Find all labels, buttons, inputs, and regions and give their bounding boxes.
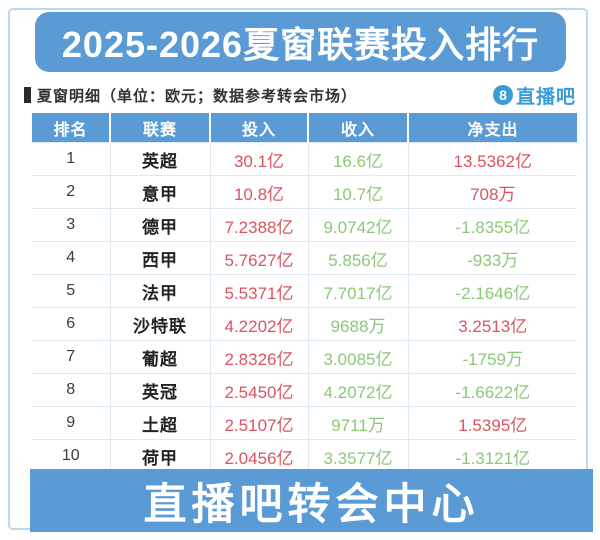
income-cell: 5.856亿	[307, 241, 409, 275]
rank-cell: 5	[32, 274, 111, 308]
income-cell: 9.0742亿	[307, 208, 409, 242]
league-cell: 意甲	[109, 175, 211, 209]
net-cell: -1.8355亿	[407, 208, 577, 242]
table-row: 2 意甲 10.8亿 10.7亿 708万	[32, 175, 577, 209]
league-cell: 西甲	[109, 241, 211, 275]
logo-badge-icon: 8	[492, 85, 513, 105]
ranking-table: 排名 联赛 投入 收入 净支出 1 英超 30.1亿 16.6亿 13.5362亿 2 意甲 10.8…	[32, 113, 577, 473]
spend-cell: 2.5107亿	[209, 406, 309, 440]
league-cell: 英冠	[109, 373, 211, 407]
footer-banner: 直播吧转会中心	[30, 469, 593, 532]
net-cell: 13.5362亿	[407, 142, 577, 176]
column-header: 投入	[209, 113, 308, 143]
spend-cell: 2.0456亿	[209, 439, 309, 473]
net-cell: -933万	[407, 241, 577, 275]
subtitle-text: 夏窗明细（单位：欧元；数据参考转会市场）	[37, 87, 358, 105]
net-cell: 3.2513亿	[407, 307, 577, 341]
rank-cell: 7	[32, 340, 111, 374]
income-cell: 7.7017亿	[307, 274, 409, 308]
column-header: 排名	[32, 113, 110, 143]
table-row: 8 英冠 2.5450亿 4.2072亿 -1.6622亿	[32, 373, 577, 407]
income-cell: 3.3577亿	[307, 439, 409, 473]
table-row: 4 西甲 5.7627亿 5.856亿 -933万	[32, 241, 577, 275]
league-cell: 德甲	[109, 208, 211, 242]
spend-cell: 7.2388亿	[209, 208, 309, 242]
income-cell: 10.7亿	[307, 175, 409, 209]
income-cell: 4.2072亿	[307, 373, 409, 407]
net-cell: -1.3121亿	[407, 439, 577, 473]
net-cell: -1759万	[407, 340, 577, 374]
spend-cell: 2.8326亿	[209, 340, 309, 374]
column-header: 净支出	[407, 113, 577, 143]
income-cell: 9711万	[307, 406, 409, 440]
spend-cell: 10.8亿	[209, 175, 309, 209]
spend-cell: 5.7627亿	[209, 241, 309, 275]
league-cell: 荷甲	[109, 439, 211, 473]
league-cell: 葡超	[109, 340, 211, 374]
spend-cell: 4.2202亿	[209, 307, 309, 341]
league-cell: 土超	[109, 406, 211, 440]
net-cell: -2.1646亿	[407, 274, 577, 308]
page-title: 2025-2026夏窗联赛投入排行	[61, 24, 540, 65]
net-cell: 708万	[407, 175, 577, 209]
net-cell: -1.6622亿	[407, 373, 577, 407]
income-cell: 9688万	[307, 307, 409, 341]
spend-cell: 2.5450亿	[209, 373, 309, 407]
spend-cell: 5.5371亿	[209, 274, 309, 308]
subtitle-marker-icon	[24, 87, 31, 103]
rank-cell: 6	[32, 307, 111, 341]
rank-cell: 9	[32, 406, 111, 440]
rank-cell: 4	[32, 241, 111, 275]
table-header-row: 排名 联赛 投入 收入 净支出	[32, 113, 577, 143]
table-row: 10 荷甲 2.0456亿 3.3577亿 -1.3121亿	[32, 439, 577, 473]
logo-text: 直播吧	[515, 86, 576, 108]
league-cell: 沙特联	[109, 307, 211, 341]
spend-cell: 30.1亿	[209, 142, 309, 176]
footer-text: 直播吧转会中心	[143, 480, 480, 529]
rank-cell: 10	[32, 439, 111, 473]
table-row: 3 德甲 7.2388亿 9.0742亿 -1.8355亿	[32, 208, 577, 242]
league-cell: 英超	[109, 142, 211, 176]
title-banner: 2025-2026夏窗联赛投入排行	[35, 12, 566, 72]
site-logo: 8 直播吧	[492, 82, 576, 109]
income-cell: 3.0085亿	[307, 340, 409, 374]
net-cell: 1.5395亿	[407, 406, 577, 440]
league-cell: 法甲	[109, 274, 211, 308]
table-row: 6 沙特联 4.2202亿 9688万 3.2513亿	[32, 307, 577, 341]
table-row: 9 土超 2.5107亿 9711万 1.5395亿	[32, 406, 577, 440]
table-row: 1 英超 30.1亿 16.6亿 13.5362亿	[32, 142, 577, 176]
rank-cell: 2	[32, 175, 111, 209]
table-row: 5 法甲 5.5371亿 7.7017亿 -2.1646亿	[32, 274, 577, 308]
subtitle-row: 夏窗明细（单位：欧元；数据参考转会市场） 8 直播吧	[24, 82, 576, 108]
column-header: 联赛	[109, 113, 210, 143]
rank-cell: 1	[32, 142, 111, 176]
rank-cell: 3	[32, 208, 111, 242]
column-header: 收入	[307, 113, 408, 143]
rank-cell: 8	[32, 373, 111, 407]
subtitle: 夏窗明细（单位：欧元；数据参考转会市场）	[24, 85, 357, 106]
table-row: 7 葡超 2.8326亿 3.0085亿 -1759万	[32, 340, 577, 374]
income-cell: 16.6亿	[307, 142, 409, 176]
